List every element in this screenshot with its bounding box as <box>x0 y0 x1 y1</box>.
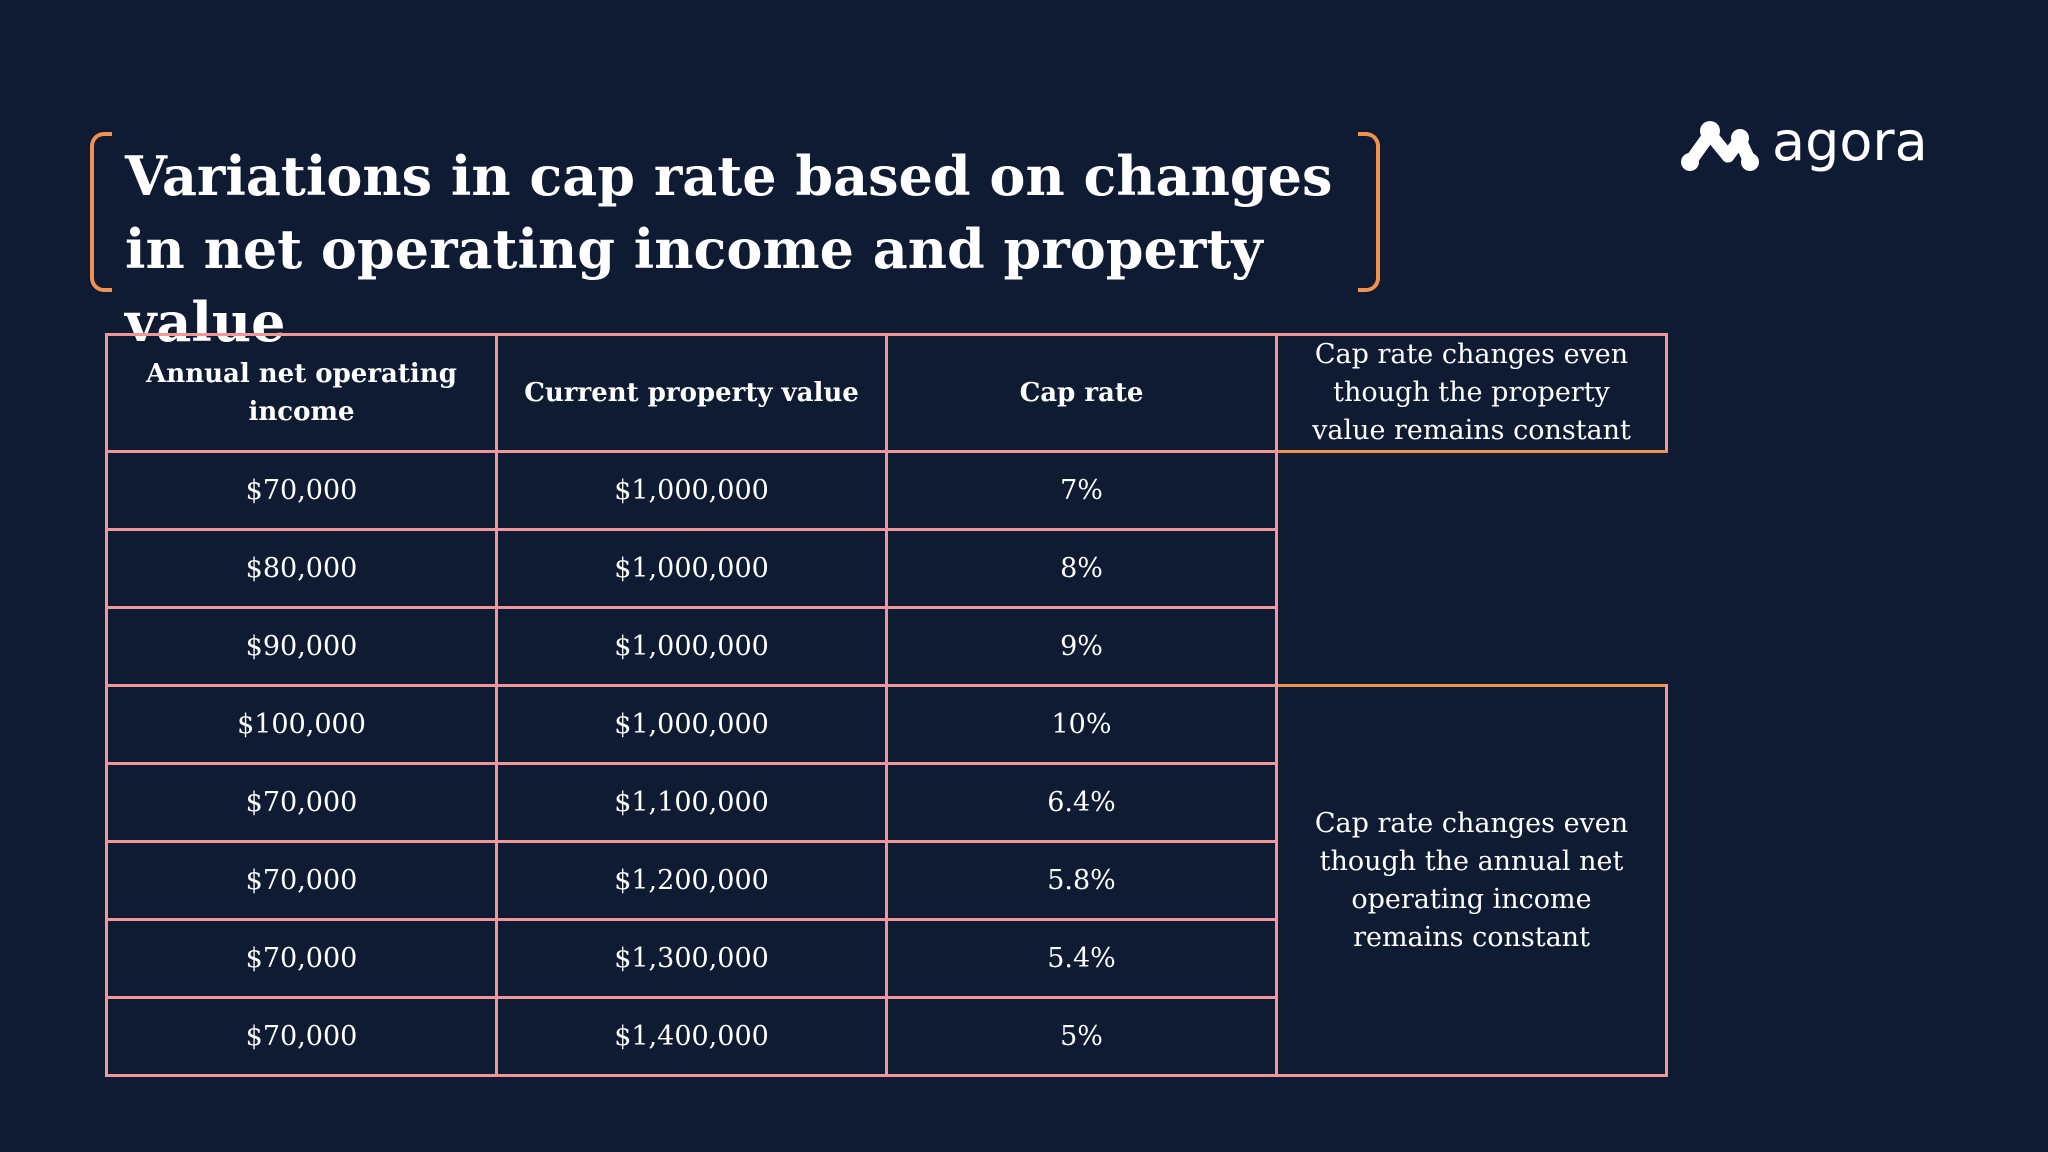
cap-rate-table: Annual net operating income Current prop… <box>105 333 1668 1077</box>
cell-noi: $80,000 <box>105 528 498 609</box>
header-cap-rate: Cap rate <box>885 333 1278 453</box>
table-row: $70,000 $1,400,000 5% <box>105 996 1667 1077</box>
cell-property-value: $1,400,000 <box>495 996 888 1077</box>
header-property-value: Current property value <box>495 333 888 453</box>
cell-cap-rate: 10% <box>885 684 1278 765</box>
table-row: $100,000 $1,000,000 10% Cap rate changes… <box>105 684 1668 1077</box>
cell-cap-rate: 8% <box>885 528 1278 609</box>
cell-property-value: $1,000,000 <box>495 684 888 765</box>
table-row: $70,000 $1,000,000 7% <box>105 450 1667 531</box>
cell-noi: $70,000 <box>105 840 498 921</box>
table-row: $70,000 $1,200,000 5.8% <box>105 840 1667 921</box>
cell-cap-rate: 5.8% <box>885 840 1278 921</box>
note-property-value-constant: Cap rate changes even though the propert… <box>1275 333 1668 453</box>
logo-text: agora <box>1772 110 1928 173</box>
cell-property-value: $1,000,000 <box>495 606 888 687</box>
title-right-bracket <box>1358 132 1380 292</box>
table-row: $90,000 $1,000,000 9% <box>105 606 1667 687</box>
header-annual-noi: Annual net operating income <box>105 333 498 453</box>
note-noi-constant: Cap rate changes even though the annual … <box>1275 684 1668 1077</box>
title-block: Variations in cap rate based on changes … <box>90 132 1380 354</box>
cell-cap-rate: 5% <box>885 996 1278 1077</box>
cell-noi: $70,000 <box>105 918 498 999</box>
cell-property-value: $1,000,000 <box>495 528 888 609</box>
table-row: $70,000 $1,100,000 6.4% <box>105 762 1667 843</box>
cell-noi: $100,000 <box>105 684 498 765</box>
cell-noi: $70,000 <box>105 450 498 531</box>
table-row: $80,000 $1,000,000 8% <box>105 528 1667 609</box>
cell-property-value: $1,200,000 <box>495 840 888 921</box>
cell-cap-rate: 9% <box>885 606 1278 687</box>
cell-noi: $70,000 <box>105 762 498 843</box>
page-title: Variations in cap rate based on changes … <box>125 144 1333 354</box>
cell-property-value: $1,100,000 <box>495 762 888 843</box>
agora-logo: agora <box>1680 112 1928 176</box>
cell-property-value: $1,300,000 <box>495 918 888 999</box>
cell-cap-rate: 6.4% <box>885 762 1278 843</box>
cell-property-value: $1,000,000 <box>495 450 888 531</box>
table-header-row: Annual net operating income Current prop… <box>105 333 1668 453</box>
agora-logo-icon <box>1681 121 1759 171</box>
cell-cap-rate: 7% <box>885 450 1278 531</box>
title-left-bracket <box>90 132 112 292</box>
cell-noi: $70,000 <box>105 996 498 1077</box>
table-row: $70,000 $1,300,000 5.4% <box>105 918 1667 999</box>
cell-noi: $90,000 <box>105 606 498 687</box>
cell-cap-rate: 5.4% <box>885 918 1278 999</box>
